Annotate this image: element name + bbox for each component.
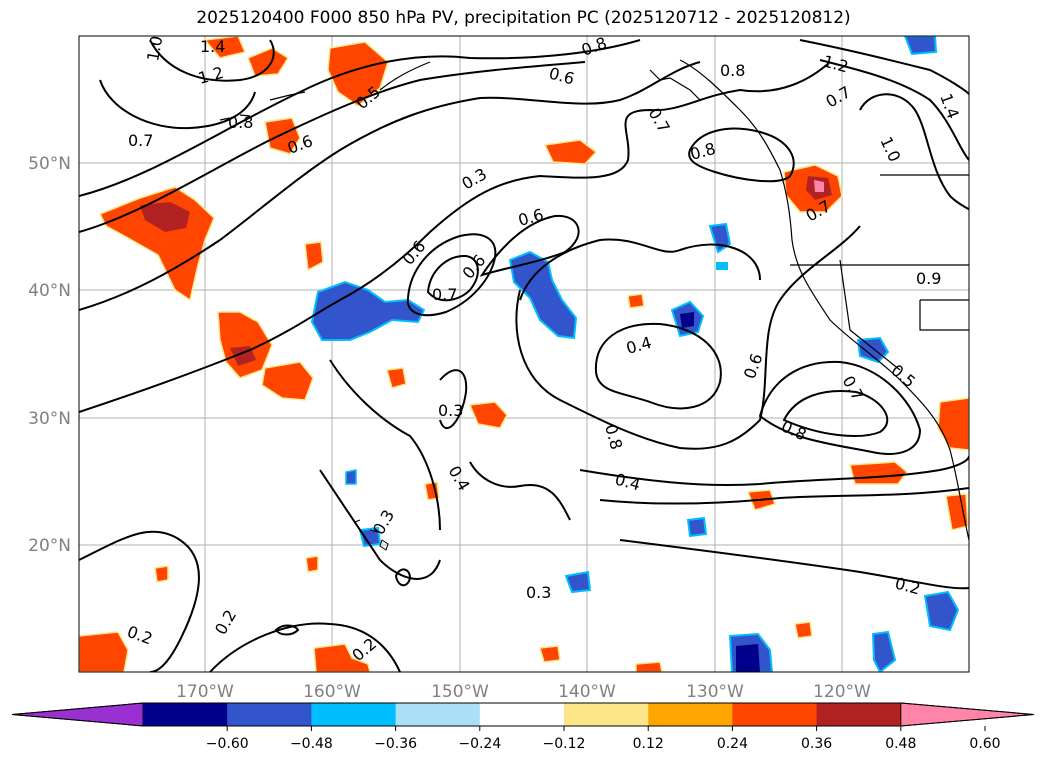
precip-patch xyxy=(358,526,382,548)
precip-patch xyxy=(261,361,314,401)
precip-patch xyxy=(345,469,357,485)
map-frame xyxy=(78,35,970,673)
precip-patch xyxy=(716,262,728,270)
precip-patch xyxy=(203,36,247,59)
precip-patch xyxy=(543,139,598,165)
precip-patch xyxy=(140,202,190,232)
colorbar-segment xyxy=(395,703,481,726)
colorbar-tick-label: 0.60 xyxy=(969,736,1000,752)
contour-label: 0.3 xyxy=(438,401,463,420)
precip-patch xyxy=(814,180,824,192)
precip-patch xyxy=(736,644,760,672)
precip-patch xyxy=(539,645,561,663)
colorbar-tick-label: −0.36 xyxy=(374,736,417,752)
colorbar: −0.60 −0.48 −0.36 −0.24 −0.12 0.12 0.24 0.36 0.4… xyxy=(11,702,1035,752)
colorbar-segment xyxy=(648,703,733,726)
plot-title: 2025120400 F000 850 hPa PV, precipitatio… xyxy=(196,8,851,28)
precip-patch xyxy=(154,565,169,583)
coastlines xyxy=(219,59,969,541)
precip-patch xyxy=(468,401,508,429)
lat-label-30n: 30°N xyxy=(28,409,71,429)
precip-patch xyxy=(310,280,426,341)
colorbar-tick-label: −0.60 xyxy=(206,736,249,752)
contour-label: 0.8 xyxy=(720,61,745,80)
pv-contours xyxy=(79,39,969,672)
contour-label: 1.4 xyxy=(200,37,225,56)
precip-patch xyxy=(937,397,969,451)
colorbar-tick-label: −0.12 xyxy=(543,736,586,752)
colorbar-outline xyxy=(11,702,1035,727)
latitude-labels: 50°N 40°N 30°N 20°N xyxy=(28,154,71,556)
precip-patch xyxy=(923,590,960,632)
precip-patch xyxy=(217,311,273,379)
precip-patch xyxy=(313,643,371,672)
precip-positive-patches xyxy=(79,36,969,672)
precip-patch xyxy=(635,661,663,672)
colorbar-tick-label: 0.12 xyxy=(633,736,664,752)
colorbar-segment xyxy=(732,703,818,726)
precip-patch xyxy=(386,367,407,389)
colorbar-segment xyxy=(479,703,565,726)
contour-label: 0.7 xyxy=(128,131,153,150)
longitude-labels: 170°W 160°W 150°W 140°W 130°W 120°W xyxy=(176,682,871,702)
precip-negative-patches xyxy=(310,36,960,672)
colorbar-extend-max xyxy=(900,702,1035,727)
colorbar-segment xyxy=(564,703,649,726)
lat-label-50n: 50°N xyxy=(28,154,71,174)
colorbar-tick-label: 0.24 xyxy=(717,736,748,752)
precip-patch xyxy=(79,631,129,672)
lon-label-150w: 150°W xyxy=(431,682,489,702)
precip-patch xyxy=(794,621,813,639)
precip-patch xyxy=(264,117,301,155)
colorbar-segment xyxy=(816,703,902,726)
precip-patch xyxy=(849,461,909,485)
lon-label-140w: 140°W xyxy=(558,682,616,702)
lat-label-40n: 40°N xyxy=(28,281,71,301)
lon-label-130w: 130°W xyxy=(686,682,744,702)
precip-patch xyxy=(304,241,324,272)
colorbar-tick-label: 0.36 xyxy=(801,736,832,752)
hawaii-islands xyxy=(354,519,389,551)
contour-label: 0.7 xyxy=(432,285,457,304)
precip-patch xyxy=(305,555,319,573)
lon-label-170w: 170°W xyxy=(176,682,234,702)
precip-patch xyxy=(903,36,938,56)
map-panel xyxy=(79,36,969,672)
contour-label: 0.9 xyxy=(916,269,941,288)
contour-label: 0.8 xyxy=(228,113,253,132)
precip-patch xyxy=(627,293,645,309)
colorbar-segment xyxy=(143,703,228,726)
precip-patch xyxy=(680,312,694,328)
colorbar-tick-label: 0.48 xyxy=(885,736,916,752)
contour-label: 1.0 xyxy=(143,34,166,62)
precip-patch xyxy=(247,47,290,77)
lon-label-120w: 120°W xyxy=(813,682,871,702)
colorbar-tick-label: −0.48 xyxy=(290,736,333,752)
colorbar-segment xyxy=(227,703,312,726)
lat-label-20n: 20°N xyxy=(28,536,71,556)
colorbar-extend-min xyxy=(11,702,144,727)
precip-patch xyxy=(564,570,592,594)
precip-patch xyxy=(871,630,897,672)
contour-label: 0.3 xyxy=(526,583,551,602)
colorbar-tick-label: −0.24 xyxy=(458,736,501,752)
colorbar-segment xyxy=(311,703,397,726)
lon-label-160w: 160°W xyxy=(303,682,361,702)
precip-patch xyxy=(686,516,708,538)
precip-patch xyxy=(508,250,578,340)
